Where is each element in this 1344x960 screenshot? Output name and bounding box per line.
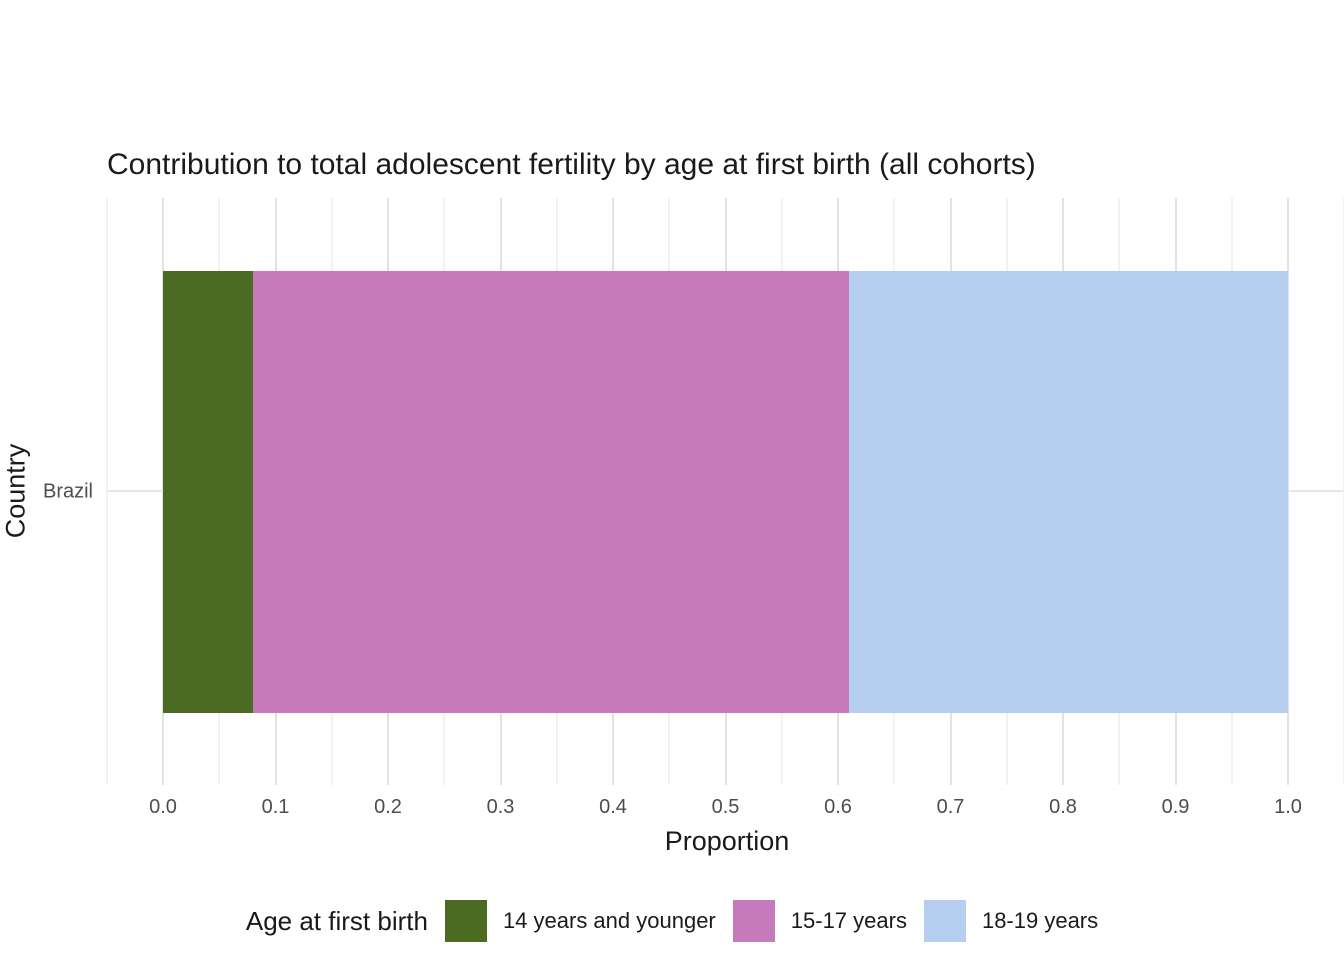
- legend-entry-3: 18-19 years: [923, 900, 1099, 942]
- x-tick-label: 1.0: [1274, 796, 1302, 818]
- y-tick-label-brazil: Brazil: [42, 480, 93, 503]
- legend-label: 15-17 years: [790, 908, 907, 933]
- x-tick-label: 0.1: [261, 796, 290, 818]
- x-tick-label: 0.5: [711, 796, 740, 818]
- legend-swatch-icon: [444, 900, 487, 942]
- legend: Age at first birth 14 years and younger 1…: [0, 900, 1344, 942]
- x-tick-label: 0.4: [599, 796, 627, 818]
- x-axis-title: Proportion: [664, 826, 790, 856]
- legend-label: 18-19 years: [981, 908, 1099, 933]
- legend-swatch-icon: [732, 900, 775, 942]
- x-tick-label: 0.3: [486, 796, 515, 818]
- x-tick-label: 0.6: [824, 796, 852, 818]
- gridline-major: [1287, 198, 1289, 785]
- legend-label: 14 years and younger: [502, 908, 716, 933]
- x-tick-label: 0.7: [936, 796, 965, 818]
- bar-segment-2: [253, 271, 849, 713]
- legend-entry-2: 15-17 years: [732, 900, 907, 942]
- legend-swatch-icon: [923, 900, 966, 942]
- x-tick-label: 0.9: [1161, 796, 1190, 818]
- gridline-minor: [106, 198, 108, 785]
- plot-panel: [106, 198, 1344, 785]
- bar-segment-1: [163, 271, 253, 713]
- x-tick-label: 0.0: [149, 796, 177, 818]
- x-tick-label: 0.8: [1049, 796, 1077, 818]
- legend-entry-1: 14 years and younger: [444, 900, 716, 942]
- chart-title: Contribution to total adolescent fertili…: [107, 148, 1036, 181]
- x-tick-label: 0.2: [374, 796, 402, 818]
- bar-segment-3: [849, 271, 1288, 713]
- legend-title: Age at first birth: [245, 905, 428, 936]
